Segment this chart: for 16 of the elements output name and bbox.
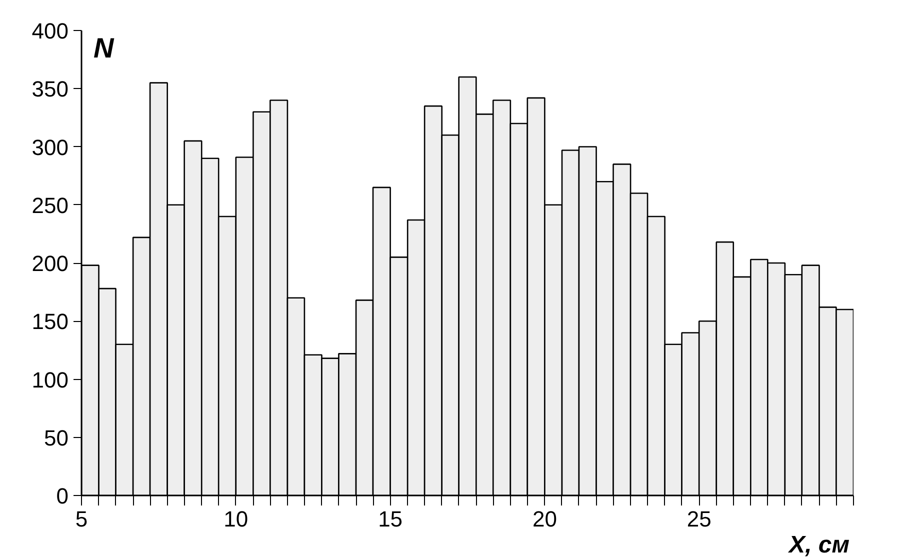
y-axis-title: N [94, 32, 114, 64]
y-tick-label: 300 [32, 134, 69, 160]
y-tick-label: 100 [32, 367, 69, 392]
y-tick-label: 0 [56, 484, 69, 508]
y-tick-label: 50 [44, 425, 69, 450]
x-tick-label: 15 [378, 506, 403, 532]
x-tick-label: 5 [75, 506, 88, 532]
y-tick-label: 200 [32, 251, 69, 276]
y-tick-label: 350 [32, 76, 69, 102]
y-tick-label: 150 [32, 309, 69, 334]
x-tick-label: 10 [224, 506, 248, 532]
x-axis-title: X, см [787, 532, 850, 558]
y-tick-label: 400 [32, 18, 69, 44]
x-tick-label: 20 [532, 506, 557, 532]
y-tick-label: 250 [32, 192, 69, 218]
x-tick-label: 25 [686, 506, 712, 532]
